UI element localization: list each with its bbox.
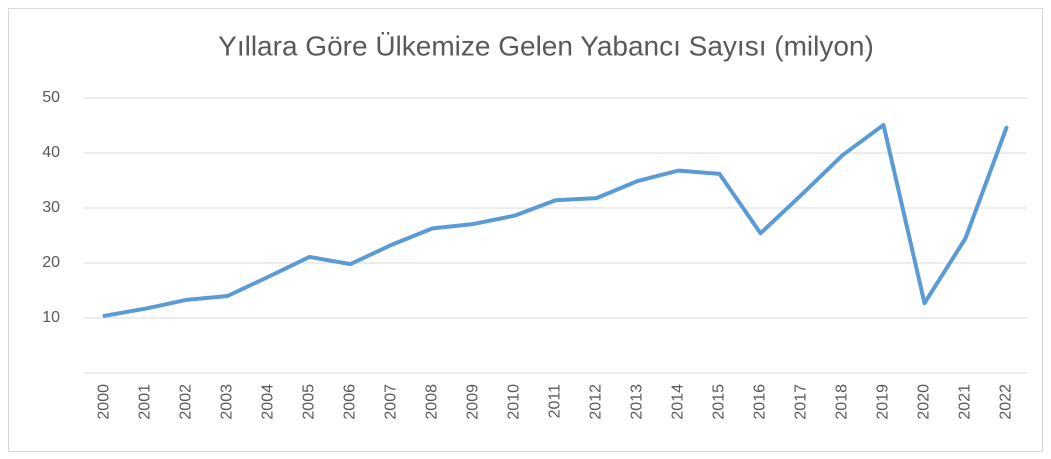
x-tick-label: 2010: [506, 384, 523, 420]
x-tick-label: 2011: [547, 384, 564, 419]
x-tick-label: 2021: [957, 384, 974, 420]
x-tick-label: 2012: [588, 384, 605, 420]
x-tick-label: 2003: [219, 384, 236, 420]
x-tick-label: 2006: [342, 384, 359, 420]
x-tick-label: 2000: [96, 384, 113, 420]
x-tick-label: 2002: [178, 384, 195, 420]
chart-title: Yıllara Göre Ülkemize Gelen Yabancı Sayı…: [218, 30, 874, 61]
y-tick-label: 50: [42, 89, 60, 106]
x-tick-label: 2005: [301, 384, 318, 420]
x-tick-label: 2008: [424, 384, 441, 420]
x-tick-label: 2020: [916, 384, 933, 420]
x-tick-label: 2018: [834, 384, 851, 420]
x-tick-label: 2014: [670, 384, 687, 420]
x-tick-label: 2017: [793, 384, 810, 420]
chart-border: [8, 8, 1043, 452]
y-tick-label: 20: [42, 254, 60, 271]
x-tick-label: 2019: [875, 384, 892, 420]
y-tick-label: 10: [42, 309, 60, 326]
x-tick-label: 2001: [137, 384, 154, 420]
x-tick-label: 2022: [998, 384, 1015, 420]
data-line: [102, 122, 1009, 318]
x-tick-label: 2009: [465, 384, 482, 420]
x-tick-label: 2004: [260, 384, 277, 420]
x-tick-label: 2015: [711, 384, 728, 420]
x-tick-label: 2013: [629, 384, 646, 420]
y-tick-label: 40: [42, 144, 60, 161]
x-tick-label: 2007: [383, 384, 400, 420]
x-tick-label: 2016: [752, 384, 769, 420]
y-tick-label: 30: [42, 199, 60, 216]
